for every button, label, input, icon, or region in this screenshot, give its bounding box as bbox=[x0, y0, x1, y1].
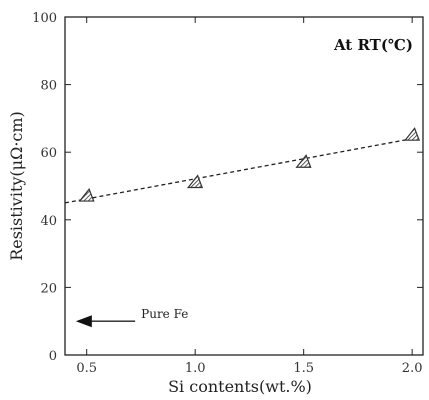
y-tick-label: 40 bbox=[40, 214, 57, 229]
x-tick-label: 0.5 bbox=[76, 361, 97, 376]
data-point bbox=[78, 187, 95, 202]
y-tick-label: 60 bbox=[40, 146, 57, 161]
plot-frame bbox=[64, 16, 424, 356]
pure-fe-label: Pure Fe bbox=[141, 307, 188, 321]
y-tick-label: 80 bbox=[40, 79, 57, 94]
data-point bbox=[295, 154, 312, 168]
annotations: At RT(℃) Pure Fe bbox=[75, 36, 413, 328]
y-axis-ticks: 0 20 40 60 80 100 bbox=[32, 11, 423, 364]
x-tick-label: 1.0 bbox=[185, 361, 206, 376]
x-axis-title: Si contents(wt.%) bbox=[168, 377, 312, 396]
data-point bbox=[403, 127, 421, 141]
y-tick-label: 20 bbox=[40, 281, 57, 296]
y-axis-title: Resistivity(μΩ·cm) bbox=[7, 111, 26, 261]
y-tick-label: 0 bbox=[49, 349, 57, 364]
pure-fe-arrow-head bbox=[75, 315, 92, 328]
condition-label: At RT(℃) bbox=[333, 36, 413, 54]
x-axis-ticks: 0.5 1.0 1.5 2.0 bbox=[76, 17, 422, 376]
y-tick-label: 100 bbox=[32, 11, 57, 26]
x-tick-label: 1.5 bbox=[293, 361, 314, 376]
data-markers bbox=[78, 127, 421, 202]
data-point bbox=[186, 174, 204, 189]
trendline bbox=[64, 138, 413, 204]
x-tick-label: 2.0 bbox=[402, 361, 423, 376]
